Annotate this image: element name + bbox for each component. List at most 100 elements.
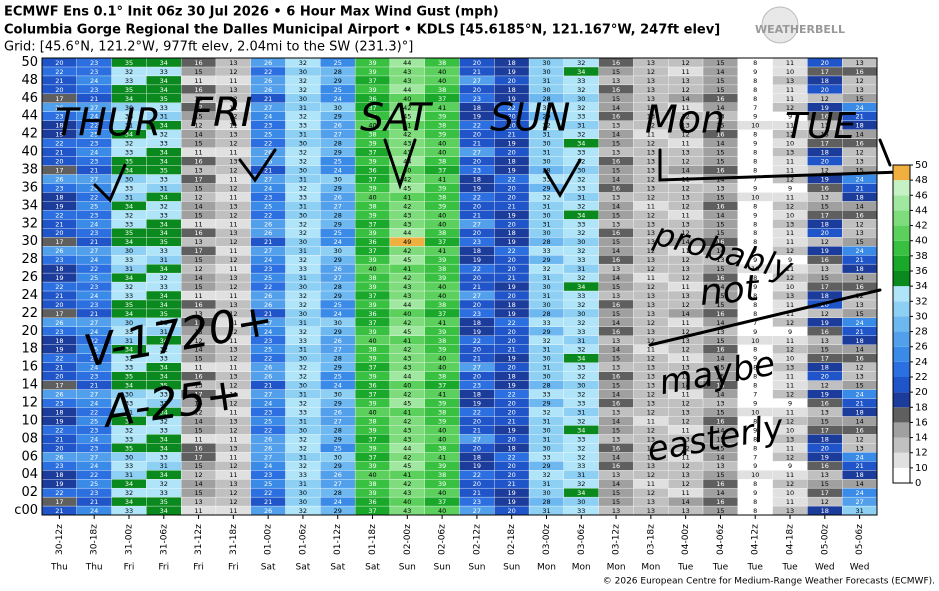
cell-value: 13 [647, 149, 655, 157]
cell-value: 16 [821, 399, 829, 407]
y-tick-label: 44 [21, 109, 38, 124]
y-tick-label: 26 [21, 270, 38, 285]
cell-value: 37 [368, 364, 376, 372]
cell-value: 19 [473, 256, 481, 264]
cell-value: 19 [55, 202, 63, 210]
cell-value: 23 [473, 167, 481, 175]
cell-value: 8 [753, 373, 757, 381]
cell-value: 20 [508, 462, 516, 470]
cell-value: 11 [647, 202, 655, 210]
cell-value: 43 [403, 507, 411, 515]
cell-value: 24 [90, 328, 98, 336]
cell-value: 15 [855, 382, 863, 390]
cell-value: 30 [125, 453, 133, 461]
cell-value: 33 [577, 364, 585, 372]
cell-value: 30 [334, 453, 342, 461]
cell-value: 34 [160, 471, 168, 479]
cell-value: 31 [542, 480, 550, 488]
cell-value: 40 [403, 382, 411, 390]
cell-value: 25 [90, 274, 98, 282]
cell-value: 27 [334, 131, 342, 139]
cell-value: 13 [682, 435, 690, 443]
cell-value: 9 [788, 184, 792, 192]
cell-value: 12 [821, 310, 829, 318]
cell-value: 11 [682, 283, 690, 291]
cell-value: 20 [55, 229, 63, 237]
cell-value: 17 [821, 211, 829, 219]
cell-value: 19 [473, 399, 481, 407]
cell-value: 8 [753, 274, 757, 282]
cell-value: 29 [334, 399, 342, 407]
cell-value: 42 [403, 175, 411, 183]
cell-value: 19 [508, 489, 516, 497]
cell-value: 32 [160, 480, 168, 488]
y-tick-label: 34 [21, 198, 38, 213]
cell-value: 14 [612, 247, 620, 255]
cell-value: 39 [368, 211, 376, 219]
cell-value: 13 [682, 471, 690, 479]
cell-value: 20 [473, 417, 481, 425]
cell-value: 21 [264, 310, 272, 318]
cell-value: 12 [229, 238, 237, 246]
cell-value: 11 [682, 355, 690, 363]
cell-value: 12 [647, 453, 655, 461]
cell-value: 15 [194, 426, 202, 434]
cell-value: 30 [299, 68, 307, 76]
cell-value: 45 [403, 462, 411, 470]
cell-value: 33 [542, 319, 550, 327]
cell-value: 34 [160, 435, 168, 443]
cell-value: 11 [786, 158, 794, 166]
cell-value: 23 [55, 462, 63, 470]
cell-value: 41 [438, 104, 446, 112]
cell-value: 18 [855, 122, 863, 130]
cell-value: 15 [821, 202, 829, 210]
cell-value: 13 [647, 292, 655, 300]
x-tick-label: 31-12z [194, 524, 204, 555]
cell-value: 40 [438, 364, 446, 372]
cell-value: 12 [786, 247, 794, 255]
cell-value: 31 [160, 256, 168, 264]
cell-value: 12 [647, 68, 655, 76]
cell-value: 33 [125, 77, 133, 85]
cell-value: 30 [334, 319, 342, 327]
cell-value: 13 [855, 373, 863, 381]
cell-value: 43 [403, 140, 411, 148]
cell-value: 13 [194, 238, 202, 246]
cell-value: 34 [160, 364, 168, 372]
cell-value: 23 [473, 498, 481, 506]
cell-value: 32 [299, 399, 307, 407]
cell-value: 13 [612, 435, 620, 443]
cell-value: 11 [229, 364, 237, 372]
cell-value: 39 [368, 301, 376, 309]
cell-value: 13 [647, 382, 655, 390]
cell-value: 19 [55, 417, 63, 425]
cell-value: 19 [821, 319, 829, 327]
cell-value: 12 [194, 265, 202, 273]
cell-value: 28 [334, 426, 342, 434]
cell-value: 16 [612, 86, 620, 94]
cell-value: 38 [368, 417, 376, 425]
cell-value: 33 [160, 355, 168, 363]
cell-value: 32 [299, 373, 307, 381]
cell-value: 40 [438, 220, 446, 228]
cell-value: 33 [577, 462, 585, 470]
cell-value: 32 [160, 274, 168, 282]
cell-value: 13 [229, 346, 237, 354]
cell-value: 18 [473, 391, 481, 399]
day-label: Mon [641, 563, 660, 573]
cell-value: 32 [299, 59, 307, 67]
cell-value: 33 [125, 292, 133, 300]
cell-value: 18 [821, 220, 829, 228]
cell-value: 33 [125, 256, 133, 264]
cell-value: 45 [403, 399, 411, 407]
cell-value: 11 [647, 480, 655, 488]
cell-value: 17 [194, 453, 202, 461]
cell-value: 22 [264, 68, 272, 76]
cell-value: 33 [125, 462, 133, 470]
cell-value: 9 [753, 426, 757, 434]
cell-value: 29 [542, 399, 550, 407]
cell-value: 37 [438, 95, 446, 103]
cell-value: 31 [577, 408, 585, 416]
handwritten-note: TUE [785, 106, 856, 147]
cell-value: 13 [682, 265, 690, 273]
